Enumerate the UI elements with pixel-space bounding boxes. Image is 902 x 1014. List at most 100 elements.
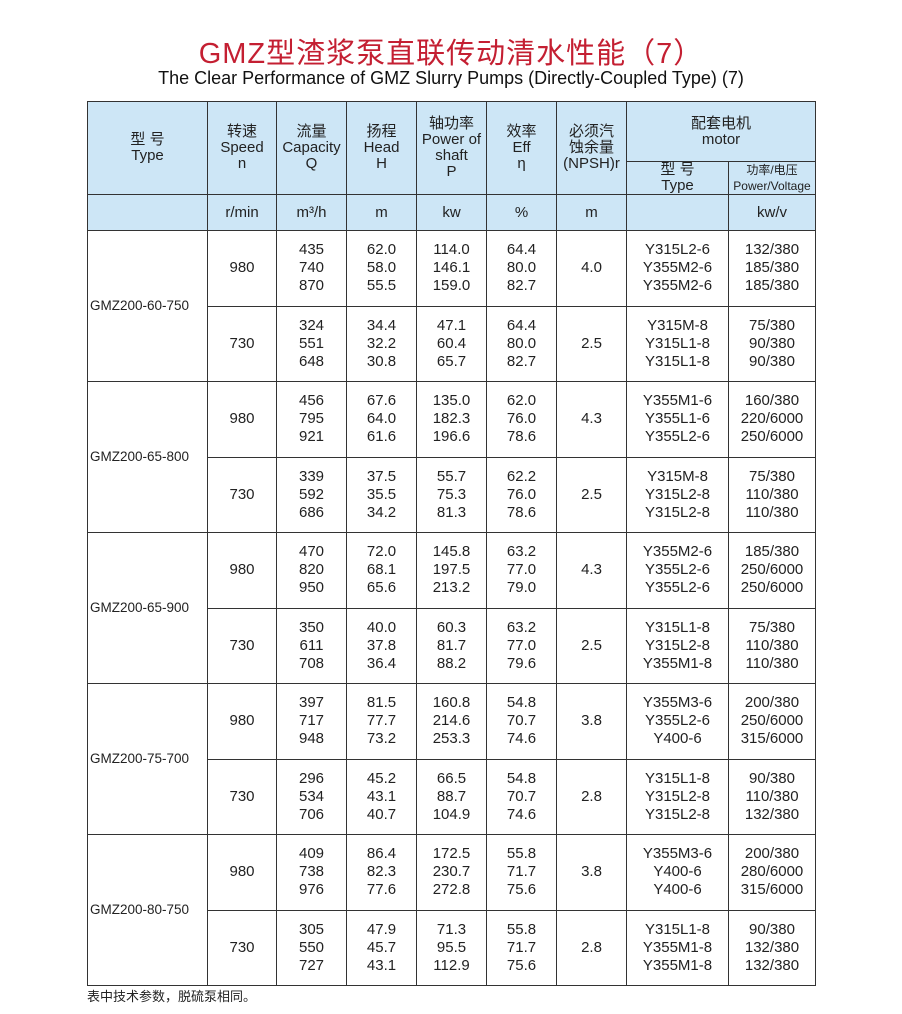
power-cell-value: 160.8	[432, 694, 471, 712]
capacity-cell-value: 551	[298, 334, 325, 352]
eff-cell-value: 62.0	[506, 392, 537, 410]
capacity-cell-value: 435	[298, 241, 325, 259]
pump-type-cell: GMZ200-65-900	[87, 532, 208, 684]
power-cell: 47.1 60.4 65.7	[416, 305, 487, 382]
header-power-of-shaft: 轴功率 Power of shaft P	[416, 101, 487, 195]
capacity-cell: 324 551 648	[276, 305, 347, 382]
motor-power-cell-value: 250/6000	[740, 428, 804, 446]
eff-cell-value: 82.7	[506, 352, 537, 370]
motor-power-cell: 75/380 110/380 110/380	[728, 607, 816, 684]
header-line: Type	[131, 147, 164, 164]
motor-type-cell-value: Y355L1-6	[644, 410, 711, 428]
motor-type-cell: Y315L2-6 Y355M2-6 Y355M2-6	[626, 230, 729, 307]
power-cell-value: 65.7	[436, 352, 467, 370]
motor-type-cell-value: Y315L2-8	[644, 485, 711, 503]
power-cell-value: 146.1	[432, 259, 471, 277]
motor-type-cell-value: Y355L2-6	[644, 579, 711, 597]
head-cell: 40.0 37.8 36.4	[346, 607, 417, 684]
capacity-cell: 435 740 870	[276, 230, 347, 307]
capacity-cell-value: 976	[298, 881, 325, 899]
header-line: Q	[305, 155, 318, 172]
eff-cell-value: 82.7	[506, 277, 537, 295]
eff-cell-value: 80.0	[506, 334, 537, 352]
motor-power-cell: 200/380 280/6000 315/6000	[728, 834, 816, 911]
npsh-cell: 4.3	[556, 381, 627, 458]
table-row: GMZ200-65-900 980 470 820 950 72.0 68.1 65.6 145…	[87, 532, 816, 684]
power-cell-value: 172.5	[432, 845, 471, 863]
capacity-cell-value: 456	[298, 392, 325, 410]
motor-power-cell-value: 110/380	[745, 503, 799, 521]
motor-type-cell-value: Y315M-8	[647, 467, 708, 485]
motor-type-cell-value: Y315L1-8	[644, 769, 711, 787]
unit-head: m	[346, 194, 417, 231]
motor-type-cell-value: Y315L1-8	[644, 618, 711, 636]
capacity-cell-value: 350	[298, 618, 325, 636]
motor-type-cell: Y315M-8 Y315L2-8 Y315L2-8	[626, 456, 729, 533]
head-cell: 37.5 35.5 34.2	[346, 456, 417, 533]
eff-cell-value: 78.6	[506, 503, 537, 521]
header-npsh: 必须汽 蚀余量 (NPSH)r	[556, 101, 627, 195]
capacity-cell-value: 324	[298, 316, 325, 334]
motor-power-cell-value: 200/380	[744, 694, 800, 712]
header-efficiency: 效率 Eff η	[486, 101, 557, 195]
header-line: 流量	[296, 123, 327, 140]
header-line: 转速	[226, 123, 257, 140]
motor-type-cell-value: Y355L2-6	[644, 561, 711, 579]
motor-power-cell: 200/380 250/6000 315/6000	[728, 683, 816, 760]
motor-power-cell-value: 185/380	[744, 543, 800, 561]
motor-type-cell-value: Y315L2-8	[644, 805, 711, 823]
capacity-cell-value: 708	[298, 654, 325, 672]
header-motor-type: 型 号 Type	[626, 161, 729, 195]
head-cell-value: 77.6	[366, 881, 397, 899]
unit-npsh: m	[556, 194, 627, 231]
speed-cell: 980	[207, 834, 277, 911]
motor-power-cell: 90/380 132/380 132/380	[728, 909, 816, 986]
motor-power-cell-value: 185/380	[744, 259, 800, 277]
header-line: Power of	[421, 131, 482, 148]
motor-type-cell-value: Y315L2-6	[644, 241, 711, 259]
capacity-cell-value: 550	[298, 938, 325, 956]
header-line: 配套电机	[690, 114, 751, 132]
motor-type-cell: Y355M3-6 Y400-6 Y400-6	[626, 834, 729, 911]
power-cell-value: 88.7	[436, 787, 467, 805]
motor-type-cell-value: Y355M3-6	[642, 694, 713, 712]
motor-power-cell: 75/380 110/380 110/380	[728, 456, 816, 533]
head-cell-value: 37.8	[366, 636, 397, 654]
power-cell-value: 47.1	[436, 316, 467, 334]
header-line: shaft	[435, 147, 468, 164]
motor-power-cell-value: 110/380	[745, 654, 799, 672]
header-line: η	[517, 155, 526, 172]
head-cell: 34.4 32.2 30.8	[346, 305, 417, 382]
capacity-cell-value: 339	[298, 467, 325, 485]
header-type: 型 号 Type	[87, 101, 208, 195]
table-body: GMZ200-60-750 980 435 740 870 62.0 58.0 55.5 114…	[87, 230, 816, 986]
eff-cell-value: 74.6	[506, 805, 537, 823]
power-cell-value: 75.3	[436, 485, 467, 503]
pump-type-cell: GMZ200-60-750	[87, 230, 208, 382]
motor-power-cell: 132/380 185/380 185/380	[728, 230, 816, 307]
npsh-cell: 2.5	[556, 305, 627, 382]
head-cell-value: 72.0	[366, 543, 397, 561]
motor-type-cell-value: Y315L2-8	[644, 503, 711, 521]
eff-cell: 63.2 77.0 79.6	[486, 607, 557, 684]
motor-power-cell-value: 90/380	[749, 352, 795, 370]
head-cell-value: 37.5	[366, 467, 397, 485]
table-row: GMZ200-65-800 980 456 795 921 67.6 64.0 61.6 135…	[87, 381, 816, 533]
eff-cell: 63.2 77.0 79.0	[486, 532, 557, 609]
eff-cell-value: 76.0	[506, 410, 537, 428]
speed-cell: 730	[207, 456, 277, 533]
eff-cell: 64.4 80.0 82.7	[486, 230, 557, 307]
capacity-cell-value: 870	[298, 277, 325, 295]
power-cell-value: 159.0	[432, 277, 471, 295]
speed-cell: 730	[207, 305, 277, 382]
npsh-cell: 2.8	[556, 909, 627, 986]
capacity-cell: 339 592 686	[276, 456, 347, 533]
motor-type-cell-value: Y355M3-6	[642, 845, 713, 863]
head-cell: 67.6 64.0 61.6	[346, 381, 417, 458]
motor-type-cell-value: Y315L2-8	[644, 636, 711, 654]
header-line: Type	[661, 177, 694, 194]
capacity-cell-value: 397	[298, 694, 325, 712]
head-cell-value: 86.4	[366, 845, 397, 863]
head-cell-value: 40.7	[366, 805, 397, 823]
motor-power-cell: 160/380 220/6000 250/6000	[728, 381, 816, 458]
